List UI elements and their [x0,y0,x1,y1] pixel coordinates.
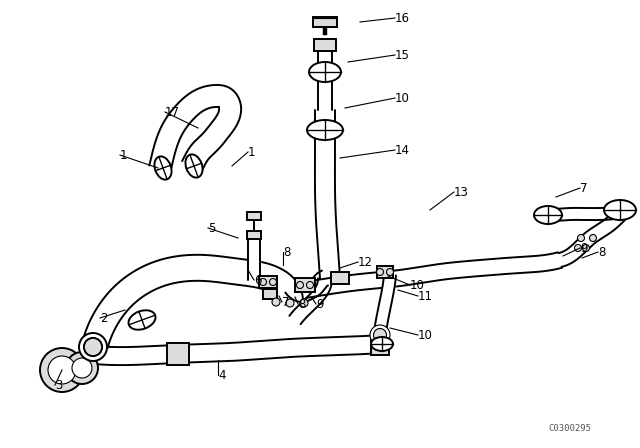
Circle shape [48,356,76,384]
Circle shape [296,281,303,289]
Circle shape [307,281,314,289]
Circle shape [40,348,84,392]
Circle shape [300,299,308,307]
Bar [314,39,336,51]
Text: 15: 15 [395,48,410,61]
Ellipse shape [154,156,172,180]
Text: 10: 10 [395,91,410,104]
Bar [167,343,189,365]
Circle shape [66,352,98,384]
Bar [259,276,277,288]
Polygon shape [83,255,303,348]
Bar [263,289,277,299]
Text: 2: 2 [100,311,108,324]
Polygon shape [94,335,381,365]
Text: 7: 7 [580,181,588,194]
Circle shape [72,358,92,378]
Text: 3: 3 [55,379,62,392]
Bar [295,278,315,292]
Text: 1: 1 [120,148,127,161]
Ellipse shape [307,120,343,140]
Bar [247,231,261,239]
Circle shape [575,245,582,251]
Text: 8: 8 [598,246,605,258]
Text: 8: 8 [283,246,291,258]
Text: 7: 7 [282,296,289,309]
Circle shape [286,299,294,307]
Circle shape [272,298,280,306]
Ellipse shape [534,206,562,224]
Ellipse shape [604,200,636,220]
Text: 14: 14 [395,143,410,156]
Text: C0300295: C0300295 [548,423,591,432]
Bar [377,266,393,278]
Ellipse shape [371,337,393,351]
Ellipse shape [186,155,203,177]
Circle shape [582,245,589,251]
Text: 13: 13 [454,185,469,198]
Polygon shape [540,207,616,221]
Circle shape [370,325,390,345]
Text: 9: 9 [580,241,588,254]
Circle shape [84,338,102,356]
Circle shape [387,268,394,276]
Circle shape [259,279,266,285]
Circle shape [79,333,107,361]
Text: 12: 12 [358,255,373,268]
Polygon shape [248,238,260,280]
Circle shape [589,234,596,241]
Text: 10: 10 [418,328,433,341]
Polygon shape [289,278,332,324]
Circle shape [577,234,584,241]
Text: 9: 9 [316,297,323,310]
Polygon shape [374,275,396,333]
Circle shape [376,268,383,276]
Text: 4: 4 [218,369,225,382]
Bar [331,272,349,284]
Bar [313,17,337,27]
Circle shape [269,279,276,285]
Text: 17: 17 [165,105,180,119]
Text: 11: 11 [418,289,433,302]
Bar [247,212,261,220]
Text: 8: 8 [298,297,305,310]
Bar [371,333,389,355]
Polygon shape [304,252,562,298]
Polygon shape [559,210,625,267]
Text: 10: 10 [410,279,425,292]
Polygon shape [318,50,332,110]
Text: 6: 6 [254,273,262,287]
Text: 16: 16 [395,12,410,25]
Polygon shape [315,110,340,279]
Text: 5: 5 [208,221,216,234]
Polygon shape [149,85,241,171]
Ellipse shape [309,62,341,82]
Circle shape [374,328,387,341]
Text: 1: 1 [248,146,255,159]
Polygon shape [285,271,328,302]
Ellipse shape [129,310,156,330]
